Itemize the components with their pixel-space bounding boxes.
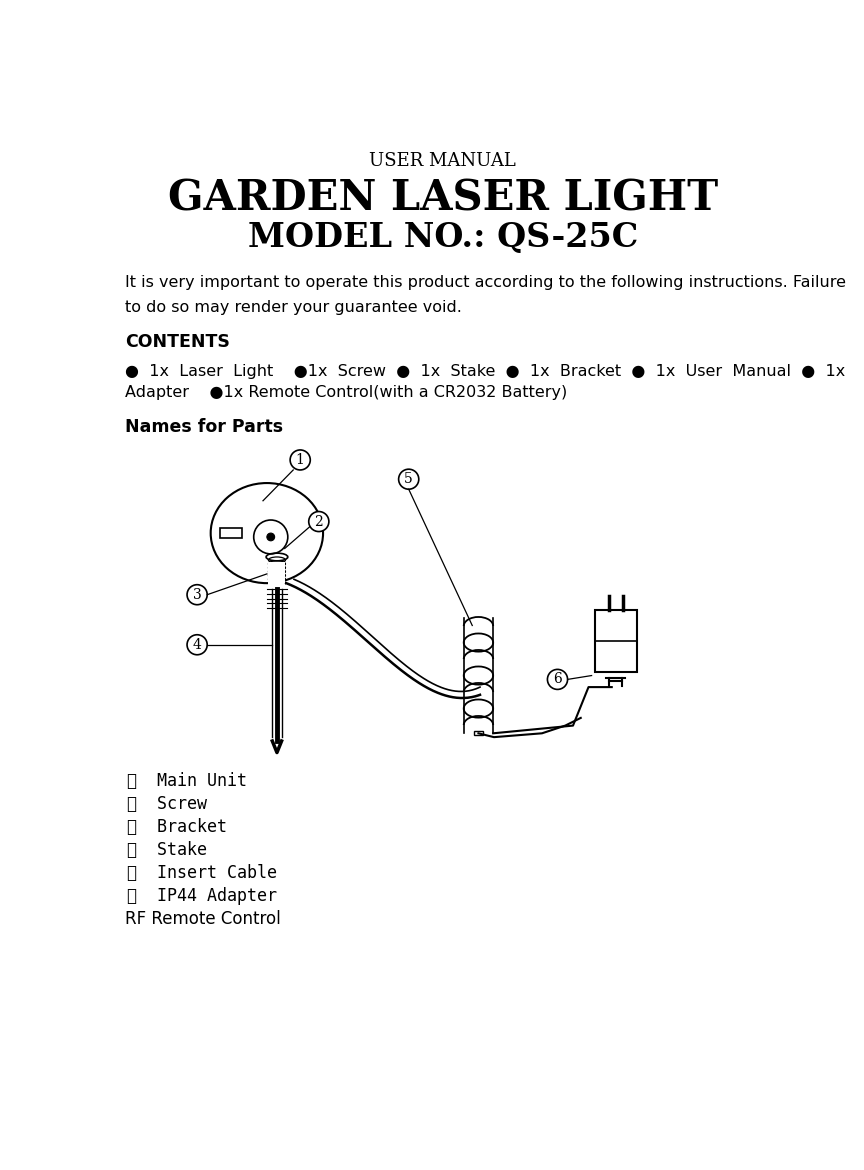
Circle shape [267,534,275,541]
Text: Names for Parts: Names for Parts [125,418,283,435]
Text: ④  Stake: ④ Stake [127,841,207,859]
Text: ③  Bracket: ③ Bracket [127,818,227,837]
Text: 6: 6 [553,673,562,687]
Text: ①  Main Unit: ① Main Unit [127,772,247,790]
Text: 5: 5 [404,473,413,487]
Text: CONTENTS: CONTENTS [125,333,230,351]
Text: 4: 4 [193,638,201,652]
Text: ②  Screw: ② Screw [127,794,207,813]
Circle shape [290,450,310,470]
Text: 3: 3 [193,587,201,601]
Text: MODEL NO.: QS-25C: MODEL NO.: QS-25C [248,221,638,254]
Bar [473,731,483,735]
Text: It is very important to operate this product according to the following instruct: It is very important to operate this pro… [125,275,846,315]
Text: Adapter    ●1x Remote Control(with a CR2032 Battery): Adapter ●1x Remote Control(with a CR2032… [125,385,568,400]
Text: ⑤  Insert Cable: ⑤ Insert Cable [127,865,277,882]
Circle shape [398,469,419,489]
Bar [269,562,285,592]
Circle shape [187,585,207,605]
Text: ⑥  IP44 Adapter: ⑥ IP44 Adapter [127,887,277,906]
Text: ●  1x  Laser  Light    ●1x  Screw  ●  1x  Stake  ●  1x  Bracket  ●  1x  User  Ma: ● 1x Laser Light ●1x Screw ● 1x Stake ● … [125,364,845,379]
Circle shape [308,511,329,531]
Circle shape [548,669,568,689]
Text: USER MANUAL: USER MANUAL [370,152,516,170]
Text: GARDEN LASER LIGHT: GARDEN LASER LIGHT [168,178,718,219]
Bar [594,610,638,672]
Text: 2: 2 [314,515,323,529]
Text: 1: 1 [295,453,305,467]
Bar [220,528,242,538]
Circle shape [187,635,207,655]
Text: RF Remote Control: RF Remote Control [125,910,281,929]
